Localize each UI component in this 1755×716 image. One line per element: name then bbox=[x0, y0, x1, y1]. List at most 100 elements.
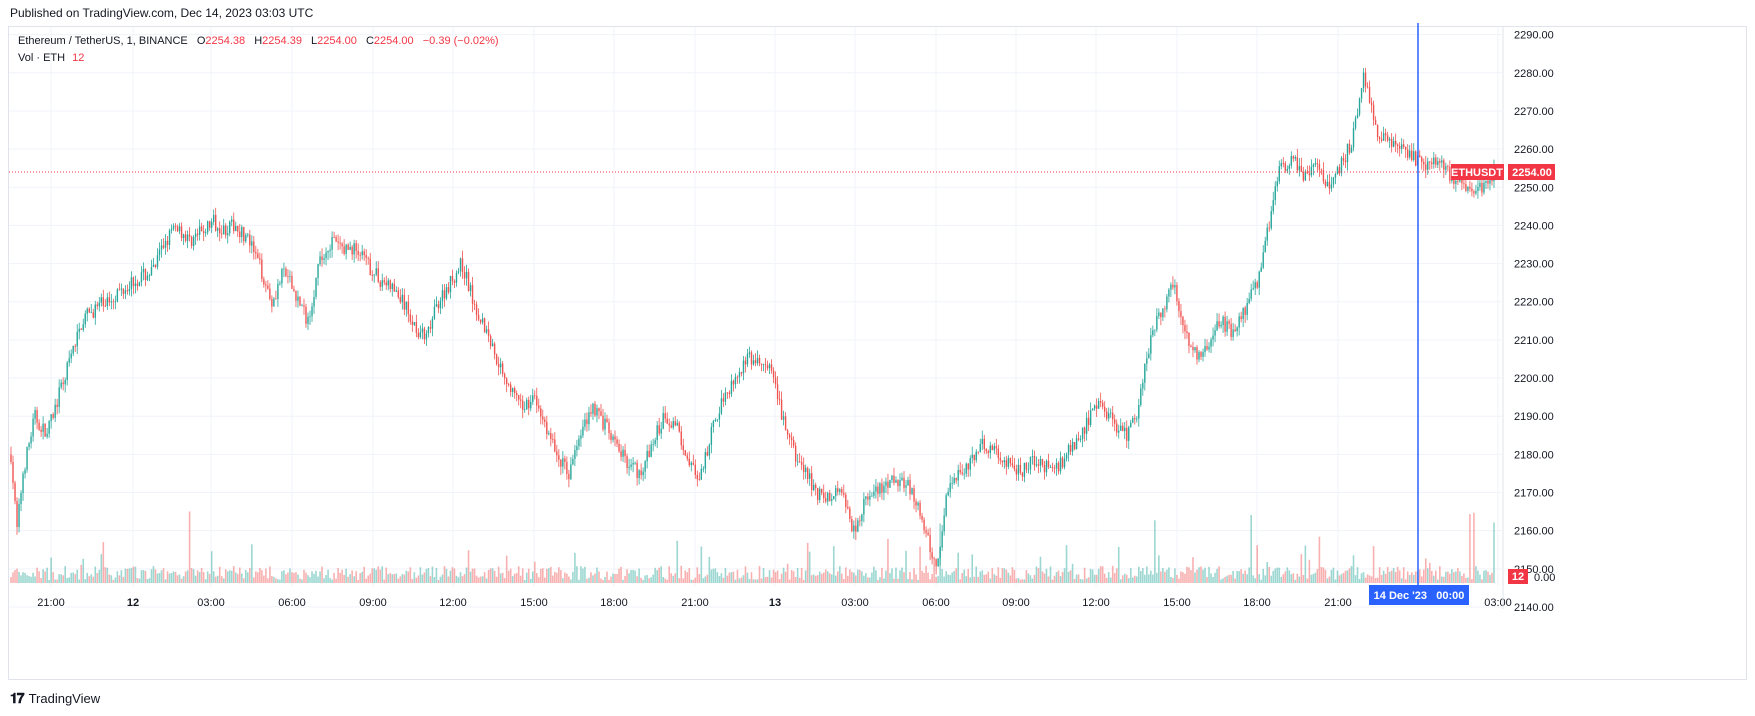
candle-body bbox=[1093, 405, 1096, 409]
volume-bar bbox=[1256, 545, 1258, 583]
candle-body bbox=[435, 304, 438, 307]
volume-bar bbox=[1338, 575, 1341, 583]
candle-body bbox=[714, 419, 717, 422]
y-tick-label: 2280.00 bbox=[1514, 68, 1554, 80]
volume-bar bbox=[1196, 569, 1198, 583]
candle-body bbox=[130, 277, 133, 289]
volume-bar bbox=[226, 571, 229, 583]
volume-bar bbox=[1356, 567, 1359, 583]
volume-bar bbox=[459, 572, 462, 583]
candle-body bbox=[558, 455, 560, 460]
volume-bar bbox=[246, 572, 249, 583]
candle-body bbox=[1005, 460, 1008, 467]
candle-body bbox=[528, 399, 530, 409]
volume-bar bbox=[1350, 566, 1353, 583]
volume-bar bbox=[760, 578, 763, 583]
chart-frame[interactable] bbox=[8, 26, 1747, 680]
candle-body bbox=[431, 318, 434, 329]
candle-body bbox=[164, 240, 167, 248]
volume-bar bbox=[955, 568, 957, 583]
volume-bar bbox=[1021, 579, 1024, 583]
candle-body bbox=[893, 475, 895, 483]
volume-bar bbox=[548, 568, 550, 583]
volume-bar bbox=[1294, 579, 1297, 583]
candle-body bbox=[758, 357, 761, 364]
candle-body bbox=[104, 305, 107, 307]
volume-bar bbox=[531, 571, 534, 583]
candle-body bbox=[381, 280, 383, 287]
candle-body bbox=[983, 438, 985, 450]
volume-bar bbox=[198, 572, 201, 583]
x-tick-label: 09:00 bbox=[359, 597, 387, 609]
candle-body bbox=[1316, 163, 1319, 165]
candle-body bbox=[477, 314, 480, 320]
volume-bar bbox=[287, 572, 289, 583]
volume-bar bbox=[999, 577, 1002, 583]
volume-bar bbox=[333, 572, 335, 583]
volume-bar bbox=[855, 575, 857, 583]
volume-bar bbox=[1182, 572, 1184, 583]
candle-body bbox=[361, 251, 363, 256]
volume-bar bbox=[1208, 566, 1210, 583]
volume-bar bbox=[1348, 568, 1351, 583]
volume-bar bbox=[1396, 566, 1399, 583]
volume-bar bbox=[1188, 567, 1190, 583]
candle-body bbox=[887, 481, 889, 488]
volume-bar bbox=[1085, 578, 1088, 583]
candle-body bbox=[118, 289, 121, 291]
volume-bar bbox=[580, 566, 582, 583]
candle-body bbox=[88, 308, 90, 313]
volume-bar bbox=[1001, 568, 1004, 583]
candle-body bbox=[969, 458, 971, 470]
candle-body bbox=[827, 492, 829, 502]
volume-bar bbox=[84, 579, 87, 583]
volume-bar bbox=[196, 570, 199, 583]
volume-bar bbox=[911, 579, 913, 583]
volume-bar bbox=[1162, 567, 1164, 583]
candle-body bbox=[98, 302, 100, 307]
candle-body bbox=[1208, 346, 1210, 350]
volume-bar bbox=[1244, 570, 1246, 583]
candle-body bbox=[387, 280, 389, 286]
candle-body bbox=[359, 254, 361, 256]
candle-body bbox=[1242, 307, 1244, 320]
candle-body bbox=[511, 388, 514, 392]
candle-body bbox=[620, 451, 622, 457]
volume-bar bbox=[74, 573, 77, 583]
volume-label[interactable]: Vol · ETH bbox=[18, 52, 66, 64]
volume-bar bbox=[1290, 574, 1293, 583]
volume-bar bbox=[1434, 570, 1437, 583]
volume-bar bbox=[236, 573, 239, 583]
tradingview-brand[interactable]: 𝟏𝟕 TradingView bbox=[10, 690, 100, 707]
volume-bar bbox=[417, 575, 420, 583]
candle-body bbox=[1083, 427, 1086, 434]
candle-body bbox=[259, 258, 261, 260]
candle-body bbox=[1105, 411, 1108, 419]
candle-body bbox=[1479, 182, 1481, 188]
volume-bar bbox=[750, 572, 753, 583]
volume-bar bbox=[550, 566, 552, 583]
candle-body bbox=[48, 421, 50, 434]
candle-body bbox=[680, 431, 682, 446]
candle-body bbox=[373, 274, 375, 276]
volume-bar bbox=[1109, 577, 1112, 583]
volume-bar bbox=[662, 576, 664, 583]
candle-body bbox=[1320, 169, 1323, 171]
candle-body bbox=[1166, 296, 1168, 310]
candle-body bbox=[720, 398, 723, 414]
candle-body bbox=[568, 473, 570, 480]
symbol-name[interactable]: Ethereum / TetherUS, 1, BINANCE bbox=[18, 35, 188, 47]
candle-body bbox=[32, 418, 34, 437]
candle-body bbox=[784, 416, 787, 431]
candle-body bbox=[628, 466, 630, 469]
candle-body bbox=[261, 259, 263, 280]
volume-bar bbox=[200, 567, 203, 583]
volume-bar bbox=[1198, 567, 1200, 583]
volume-bar bbox=[463, 574, 466, 583]
candle-body bbox=[1017, 464, 1020, 475]
candle-body bbox=[1001, 460, 1004, 463]
candle-body bbox=[1322, 169, 1325, 182]
candle-body bbox=[1356, 114, 1359, 119]
volume-bar bbox=[341, 569, 343, 583]
